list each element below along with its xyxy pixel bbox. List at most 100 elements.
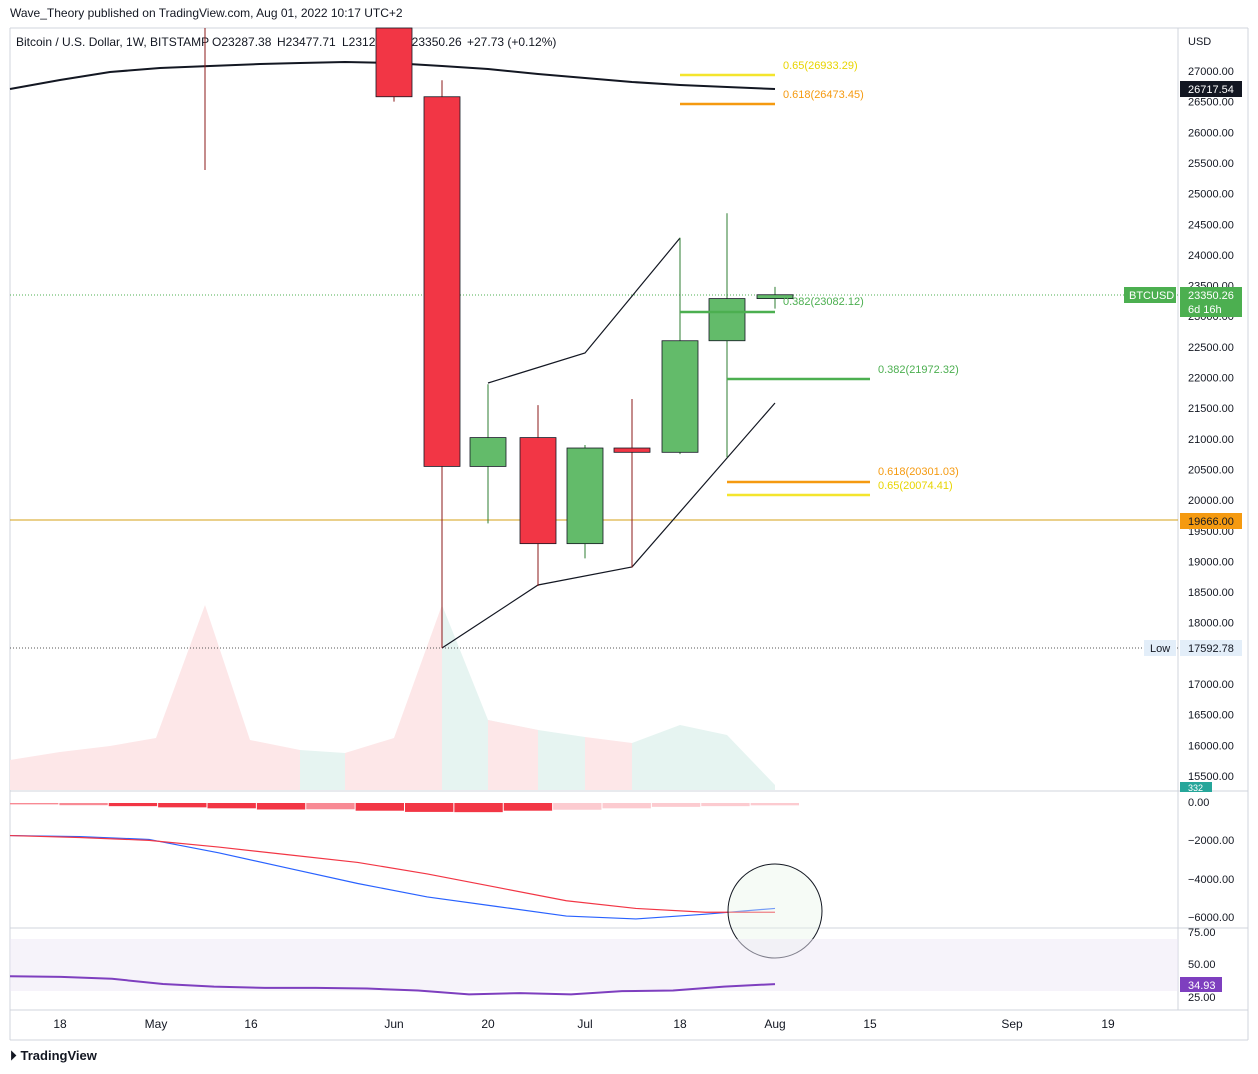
candle-body[interactable] bbox=[613, 447, 651, 453]
time-axis-label: 15 bbox=[863, 1017, 877, 1031]
price-tick-label: 15500.00 bbox=[1188, 771, 1234, 783]
rsi-value-tag bbox=[1180, 977, 1222, 992]
ohlc-high: H23477.71 bbox=[277, 35, 336, 49]
time-axis-label: 18 bbox=[53, 1017, 67, 1031]
low-tag-label: Low bbox=[1150, 643, 1170, 655]
macd-histogram-bar bbox=[750, 803, 799, 806]
time-axis-label: May bbox=[145, 1017, 168, 1031]
price-tick-label: 21500.00 bbox=[1188, 403, 1234, 415]
last-price-label: 23350.26 bbox=[1188, 290, 1234, 302]
bar-countdown-label: 6d 16h bbox=[1188, 304, 1222, 316]
volume-tag bbox=[1180, 782, 1212, 792]
macd-histogram-bar bbox=[306, 803, 355, 810]
low-price-tag bbox=[1180, 640, 1242, 656]
fib-065-top-label: 0.65(26933.29) bbox=[783, 60, 858, 72]
macd-tick-1: −2000.00 bbox=[1188, 835, 1234, 847]
time-axis-label: Aug bbox=[764, 1017, 785, 1031]
symbol-legend: Bitcoin / U.S. Dollar, 1W, BITSTAMP bbox=[16, 35, 209, 49]
price-tick-label: 17000.00 bbox=[1188, 679, 1234, 691]
symbol-tag-label: BTCUSD bbox=[1129, 290, 1174, 302]
tradingview-mark-icon: ⏵ bbox=[10, 1048, 17, 1063]
time-axis-label: Sep bbox=[1001, 1017, 1023, 1031]
price-tick-label: 16500.00 bbox=[1188, 710, 1234, 722]
candlestick-series bbox=[204, 27, 794, 648]
rsi-value-label: 34.93 bbox=[1188, 980, 1216, 992]
macd-signal-line[interactable] bbox=[9, 834, 775, 913]
fib-0382-b-label: 0.382(21972.32) bbox=[878, 364, 959, 376]
macd-histogram-bar bbox=[553, 803, 602, 810]
macd-histogram-bar bbox=[651, 803, 701, 807]
macd-histogram-bar bbox=[602, 803, 651, 809]
macd-histogram bbox=[10, 803, 799, 813]
volume-area bbox=[10, 605, 775, 790]
time-axis[interactable]: 18 May 16 Jun 20 Jul 18 Aug 15 Sep 19 bbox=[53, 1017, 1115, 1031]
macd-line[interactable] bbox=[9, 834, 776, 920]
price-tick-label: 16000.00 bbox=[1188, 740, 1234, 752]
candle-body[interactable] bbox=[519, 437, 557, 545]
candle-body[interactable] bbox=[708, 298, 746, 342]
time-axis-label: Jul bbox=[577, 1017, 592, 1031]
price-tick-label: 24000.00 bbox=[1188, 250, 1234, 262]
candle-body[interactable] bbox=[375, 27, 413, 98]
price-tick-label: 19000.00 bbox=[1188, 556, 1234, 568]
price-tick-label: 25500.00 bbox=[1188, 158, 1234, 170]
tradingview-logo[interactable]: ⏵ TradingView bbox=[10, 1048, 97, 1064]
rsi-tick-50: 50.00 bbox=[1188, 959, 1216, 971]
macd-histogram-bar bbox=[158, 803, 207, 808]
rsi-line[interactable] bbox=[9, 975, 776, 996]
macd-histogram-bar bbox=[405, 803, 454, 812]
support-price-tag bbox=[1180, 513, 1242, 529]
candle-body[interactable] bbox=[756, 294, 794, 299]
price-tick-label: 27000.00 bbox=[1188, 66, 1234, 78]
macd-histogram-bar bbox=[207, 803, 256, 809]
price-tick-label: 22500.00 bbox=[1188, 342, 1234, 354]
time-axis-label: 20 bbox=[481, 1017, 495, 1031]
candle-body[interactable] bbox=[469, 437, 507, 467]
lower-trendline[interactable] bbox=[441, 402, 776, 649]
rsi-tick-25: 25.00 bbox=[1188, 992, 1216, 1004]
candle-body[interactable] bbox=[661, 340, 699, 453]
price-tick-label: 18500.00 bbox=[1188, 587, 1234, 599]
price-tick-label: 21000.00 bbox=[1188, 434, 1234, 446]
time-axis-label: Jun bbox=[384, 1017, 403, 1031]
price-tick-label: 26000.00 bbox=[1188, 127, 1234, 139]
upper-trendline[interactable] bbox=[487, 237, 681, 384]
ma-price-label: 26717.54 bbox=[1188, 84, 1234, 96]
rsi-band bbox=[10, 939, 1178, 991]
price-tick-label: 20000.00 bbox=[1188, 495, 1234, 507]
low-price-label: 17592.78 bbox=[1188, 643, 1234, 655]
support-price-label: 19666.00 bbox=[1188, 516, 1234, 528]
macd-histogram-bar bbox=[256, 803, 306, 810]
price-axis-ticks[interactable]: 27000.00 26500.00 26000.00 25500.00 25000.00… bbox=[1188, 66, 1234, 783]
ma-price-tag bbox=[1180, 81, 1242, 97]
macd-histogram-bar bbox=[59, 803, 108, 806]
rsi-tick-75: 75.00 bbox=[1188, 927, 1216, 939]
price-tick-label: 18000.00 bbox=[1188, 618, 1234, 630]
macd-histogram-bar bbox=[454, 803, 503, 813]
ohlc-change: +27.73 (+0.12%) bbox=[467, 35, 556, 49]
price-tick-label: 25000.00 bbox=[1188, 189, 1234, 201]
fib-065-bot-label: 0.65(20074.41) bbox=[878, 480, 953, 492]
candle-body[interactable] bbox=[423, 96, 461, 467]
symbol-tag bbox=[1124, 287, 1176, 303]
time-axis-label: 18 bbox=[673, 1017, 687, 1031]
ohlc-open: O23287.38 bbox=[212, 35, 272, 49]
ohlc-close: C23350.26 bbox=[403, 35, 462, 49]
macd-tick-0: 0.00 bbox=[1188, 797, 1209, 809]
fib-0618-bot-label: 0.618(20301.03) bbox=[878, 466, 959, 478]
fib-0618-top-label: 0.618(26473.45) bbox=[783, 89, 864, 101]
currency-label: USD bbox=[1188, 36, 1211, 48]
macd-histogram-bar bbox=[503, 803, 553, 811]
price-tick-label: 24500.00 bbox=[1188, 219, 1234, 231]
macd-histogram-bar bbox=[10, 803, 59, 805]
last-price-tag bbox=[1180, 287, 1242, 317]
macd-histogram-bar bbox=[701, 803, 750, 807]
volume-label: 332 bbox=[1188, 783, 1203, 793]
macd-histogram-bar bbox=[108, 803, 158, 807]
candle-body[interactable] bbox=[566, 447, 604, 545]
price-tick-label: 26500.00 bbox=[1188, 97, 1234, 109]
fib-0382-a-label: 0.382(23082.12) bbox=[783, 296, 864, 308]
macd-tick-2: −4000.00 bbox=[1188, 874, 1234, 886]
time-axis-label: 19 bbox=[1101, 1017, 1115, 1031]
